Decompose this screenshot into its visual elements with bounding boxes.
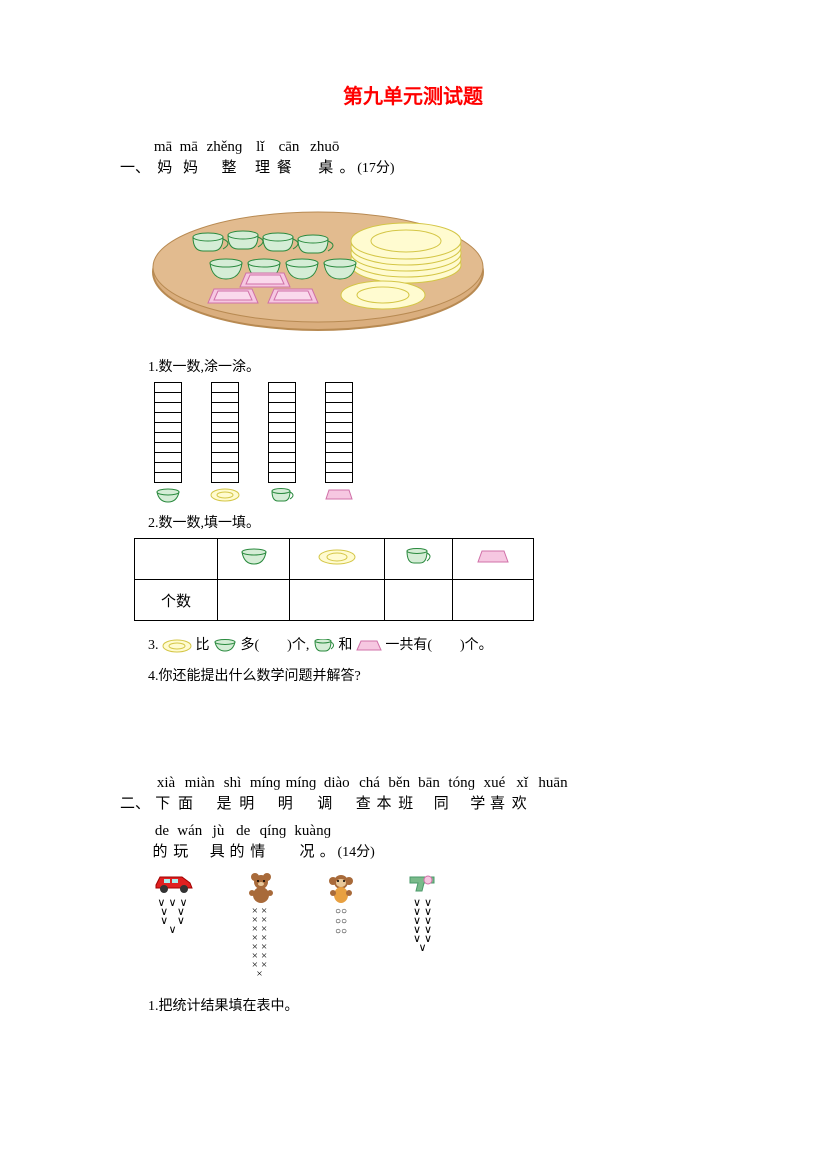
toy-gun-col: ∨∨ ∨∨ ∨∨ ∨∨ ∨∨ ∨ xyxy=(406,871,442,953)
q2-pinyin-l1: xià miàn shì mínɡ mínɡ diào chá běn bān … xyxy=(152,775,706,792)
main-title: 第九单元测试题 xyxy=(120,80,706,109)
q1-hanzi: 一、 妈 妈 整 理 餐 桌 。 (17分) xyxy=(120,156,706,177)
toy-car-col: ∨∨∨ ∨ ∨ ∨ ∨ ∨ xyxy=(152,871,196,935)
q1-pinyin: mā mā zhěnɡ lǐ cān zhuō xyxy=(152,139,706,156)
table-cell[interactable] xyxy=(290,580,384,621)
count-table: 个数 xyxy=(134,538,534,621)
q1-sub3: 3. 比 多( )个, 和 一共有( )个。 xyxy=(148,635,706,657)
plate-icon xyxy=(210,488,240,502)
gun-icon xyxy=(406,871,442,895)
car-icon xyxy=(152,871,196,895)
q2-sub1: 1.把统计结果填在表中。 xyxy=(148,995,706,1015)
cup-icon xyxy=(269,488,295,504)
q2-section: xià miàn shì mínɡ mínɡ diào chá běn bān … xyxy=(120,775,706,1015)
q2-hanzi-l2: 的 玩 具 的 情 况 。 (14分) xyxy=(152,840,706,861)
q1-sub1: 1.数一数,涂一涂。 xyxy=(148,356,706,376)
q1-sub4: 4.你还能提出什么数学问题并解答? xyxy=(148,665,706,685)
count-col-cup xyxy=(268,382,296,504)
count-col-tray xyxy=(324,382,354,504)
pink-tray-icon xyxy=(324,488,354,502)
toy-bear-col: ×× ×× ×× ×× ×× ×× ×× × xyxy=(246,871,276,979)
bear-icon xyxy=(246,871,276,903)
tray-illustration xyxy=(148,187,706,342)
page-root: 第九单元测试题 mā mā zhěnɡ lǐ cān zhuō 一、 妈 妈 整… xyxy=(0,0,826,1081)
count-col-bowl xyxy=(154,382,182,504)
q1-sub2: 2.数一数,填一填。 xyxy=(148,512,706,532)
monkey-icon xyxy=(326,871,356,903)
q2-pinyin-l2: de wán jù de qínɡ kuànɡ xyxy=(152,823,706,840)
count-chart xyxy=(154,382,706,504)
q1-header: mā mā zhěnɡ lǐ cān zhuō 一、 妈 妈 整 理 餐 桌 。… xyxy=(120,139,706,177)
bowl-icon xyxy=(155,488,181,504)
table-cell[interactable] xyxy=(452,580,533,621)
table-cell[interactable] xyxy=(384,580,452,621)
q2-hanzi-l1: 二、 下 面 是 明 明 调 查 本 班 同 学 喜 欢 xyxy=(120,792,706,813)
count-col-plate xyxy=(210,382,240,504)
toy-tally-row: ∨∨∨ ∨ ∨ ∨ ∨ ∨ ×× ×× ×× ×× ×× ×× ×× × xyxy=(152,871,706,979)
toy-monkey-col: ○○ ○○ ○○ xyxy=(326,871,356,937)
table-cell[interactable] xyxy=(218,580,290,621)
